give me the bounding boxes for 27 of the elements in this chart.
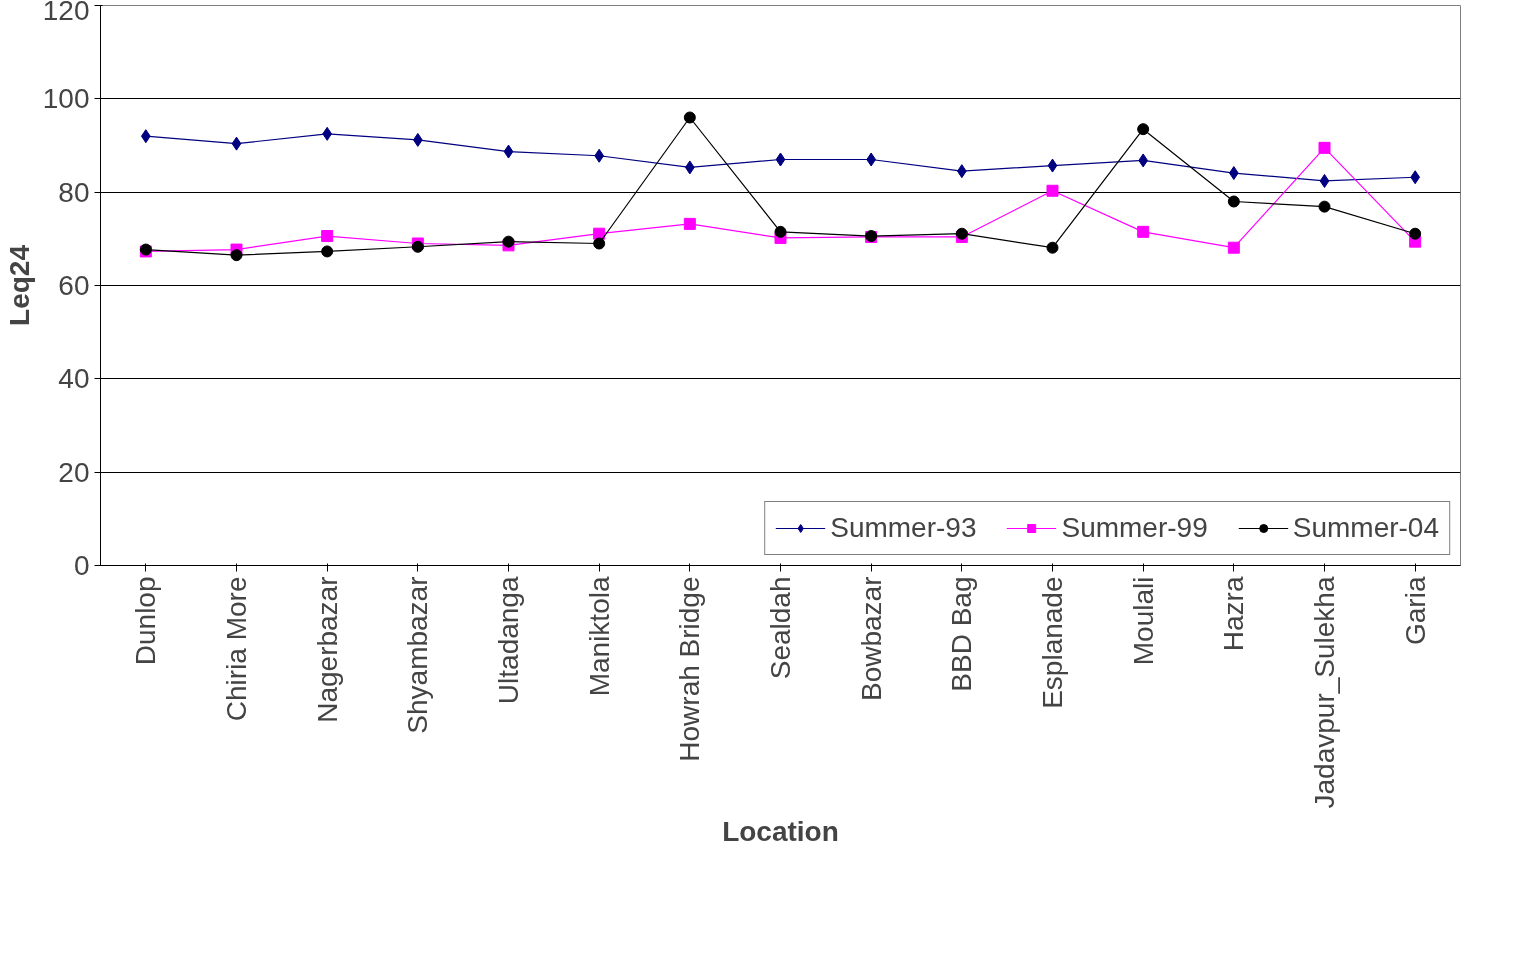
x-tick-label: Chiria More: [221, 576, 252, 722]
x-tick-label: Moulali: [1127, 576, 1159, 666]
legend-label: Summer-93: [830, 512, 977, 544]
x-tick-label: Jadavpur_Sulekha: [1309, 576, 1340, 809]
x-tick-label: Hazra: [1218, 576, 1250, 652]
x-tick-label: Dunlop: [130, 576, 162, 666]
x-tick-label: Sealdah: [765, 576, 796, 680]
x-tick-label: Bowbazar: [855, 576, 887, 702]
y-axis-title: Leq24: [3, 244, 35, 326]
y-tick-label: 120: [42, 0, 90, 26]
y-tick-label: 40: [58, 363, 90, 395]
y-tick-label: 100: [42, 83, 90, 115]
x-tick-label: Howrah Bridge: [674, 576, 706, 762]
y-tick-label: 80: [58, 176, 90, 208]
y-tick-label: 20: [58, 456, 90, 488]
legend-label: Summer-99: [1061, 512, 1208, 544]
legend-label: Summer-04: [1292, 512, 1439, 544]
x-tick-label: Garia: [1399, 576, 1431, 645]
y-tick-label: 60: [58, 270, 90, 301]
x-axis-title: Location: [722, 816, 839, 848]
x-tick-label: BBD Bag: [946, 576, 978, 692]
x-tick-label: Shyambazar: [402, 576, 434, 734]
x-tick-label: Ultadanga: [493, 576, 524, 705]
x-tick-label: Esplanade: [1037, 576, 1068, 709]
x-tick-label: Maniktola: [583, 576, 615, 697]
y-tick-label: 0: [73, 550, 90, 581]
x-tick-label: Nagerbazar: [311, 576, 343, 723]
